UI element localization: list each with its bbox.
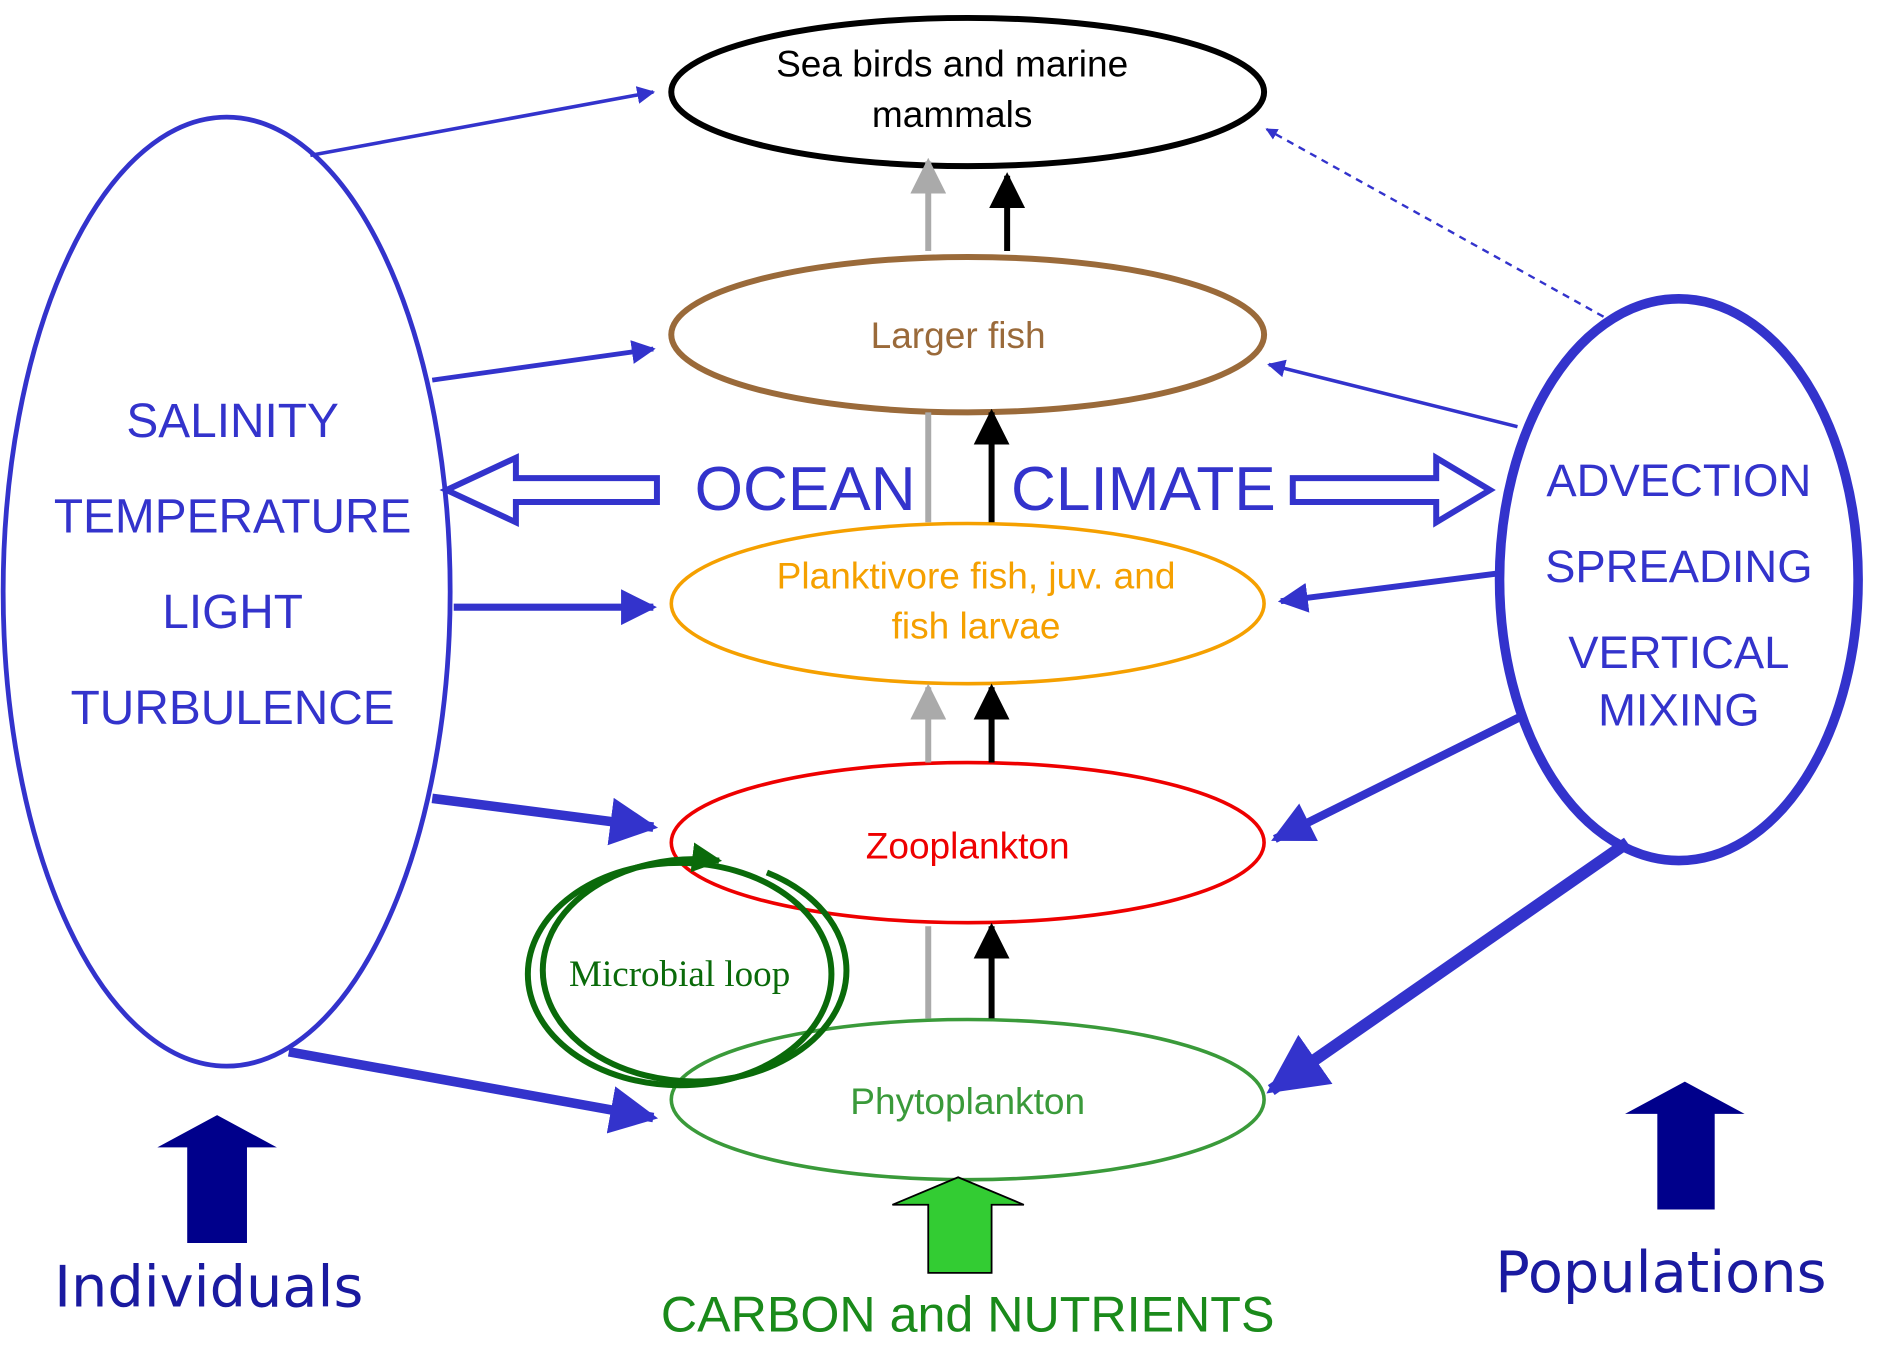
factor-label: TURBULENCE xyxy=(71,682,395,735)
node-ellipse xyxy=(668,14,1268,170)
node-ellipse xyxy=(668,253,1268,416)
trophic-arrows xyxy=(910,157,1026,1019)
node-label: Zooplankton xyxy=(866,824,1070,866)
node-label: Microbial loop xyxy=(569,954,790,995)
factor-label: LIGHT xyxy=(162,586,303,639)
node-ellipse xyxy=(669,760,1266,925)
up-arrow xyxy=(892,1176,1025,1274)
node-label: Sea birds and marine xyxy=(776,43,1128,85)
factor-label: VERTICAL xyxy=(1568,627,1789,678)
factor-label: ADVECTION xyxy=(1546,455,1811,506)
center-label: OCEAN xyxy=(695,455,916,524)
bottom-label: Individuals xyxy=(54,1253,363,1320)
transport-ellipse xyxy=(1494,294,1863,866)
node-label: Larger fish xyxy=(871,314,1046,356)
microbial-loop xyxy=(539,842,850,1085)
factor-label: SALINITY xyxy=(126,395,339,448)
forcing-arrows xyxy=(287,86,1631,1134)
factor-label: TEMPERATURE xyxy=(54,491,412,544)
factor-label: SPREADING xyxy=(1545,541,1812,592)
center-label: CLIMATE xyxy=(1011,455,1276,524)
microbial-ellipse xyxy=(524,859,835,1089)
block-arrow xyxy=(439,453,660,527)
node-ellipse xyxy=(669,1017,1266,1182)
up-arrow xyxy=(157,1115,277,1244)
node-label: Planktivore fish, juv. and xyxy=(777,554,1176,596)
node-label: fish larvae xyxy=(892,604,1061,646)
block-arrow xyxy=(1289,452,1496,528)
up-arrow xyxy=(1625,1081,1745,1210)
node-label: Phytoplankton xyxy=(850,1080,1085,1122)
node-label: mammals xyxy=(872,93,1033,135)
factor-label: MIXING xyxy=(1598,685,1759,736)
bottom-label: CARBON and NUTRIENTS xyxy=(661,1287,1275,1343)
physical-ellipse xyxy=(0,114,453,1069)
node-ellipse xyxy=(669,521,1266,686)
bottom-label: Populations xyxy=(1495,1239,1826,1306)
